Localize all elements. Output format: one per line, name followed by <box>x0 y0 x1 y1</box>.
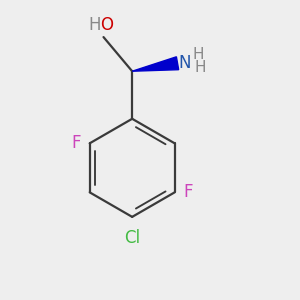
Text: N: N <box>179 54 191 72</box>
Text: F: F <box>71 134 81 152</box>
Text: H: H <box>88 16 100 34</box>
Text: H: H <box>194 60 206 75</box>
Text: Cl: Cl <box>124 229 140 247</box>
Text: H: H <box>193 47 204 62</box>
Text: O: O <box>100 16 113 34</box>
Text: F: F <box>184 183 193 201</box>
Polygon shape <box>132 57 179 71</box>
